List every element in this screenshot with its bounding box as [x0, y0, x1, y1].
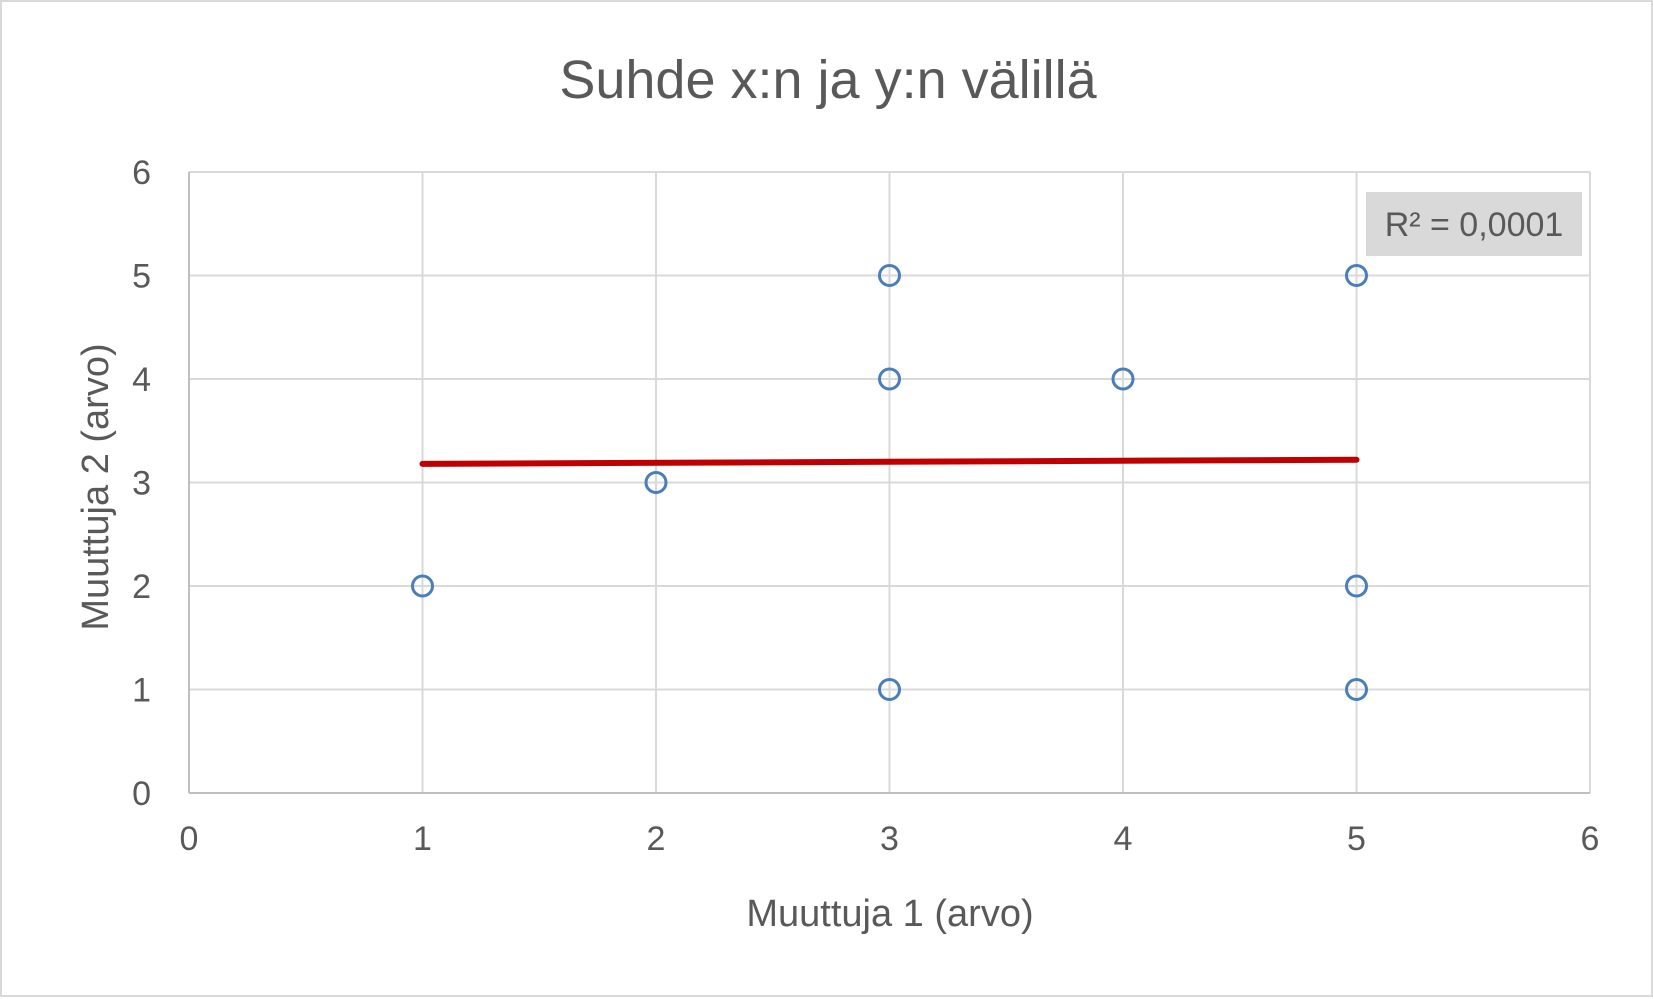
x-tick-label: 0 — [180, 820, 199, 858]
r-squared-text: R² = 0,0001 — [1385, 206, 1564, 244]
x-tick-label: 4 — [1114, 820, 1133, 858]
r-squared-label: R² = 0,0001 — [1366, 192, 1582, 256]
r-squared-box — [1366, 192, 1582, 256]
y-tick-label: 0 — [132, 775, 151, 813]
data-point — [411, 574, 434, 598]
x-tick-label: 1 — [413, 820, 432, 858]
x-tick-label: 6 — [1581, 820, 1600, 858]
y-tick-label: 2 — [132, 568, 151, 606]
axes — [188, 172, 1590, 794]
y-tick-label: 6 — [132, 154, 151, 192]
x-tick-label: 3 — [880, 820, 899, 858]
y-tick-label: 3 — [132, 465, 151, 503]
data-point — [644, 471, 668, 494]
data-point — [1345, 678, 1368, 701]
data-point — [1345, 264, 1368, 287]
chart-title: Suhde x:n ja y:n välillä — [559, 50, 1097, 110]
y-tick-label: 4 — [132, 361, 151, 399]
x-tick-label: 5 — [1347, 820, 1366, 858]
data-point — [878, 367, 901, 391]
grid-lines — [189, 171, 1591, 793]
data-points — [411, 264, 1368, 701]
trendline — [419, 456, 1360, 467]
data-point — [1111, 367, 1135, 391]
x-axis-title: Muuttuja 1 (arvo) — [746, 893, 1033, 935]
y-axis-title: Muuttuja 2 (arvo) — [75, 343, 117, 630]
data-point — [1345, 574, 1368, 598]
x-tick-label: 2 — [647, 820, 666, 858]
y-tick-label: 5 — [132, 258, 151, 296]
data-point — [878, 678, 901, 701]
tick-labels: 0 1 2 3 4 5 6 0 1 2 3 4 5 6 — [132, 154, 1599, 858]
data-point — [878, 264, 901, 287]
y-tick-label: 1 — [132, 672, 151, 710]
